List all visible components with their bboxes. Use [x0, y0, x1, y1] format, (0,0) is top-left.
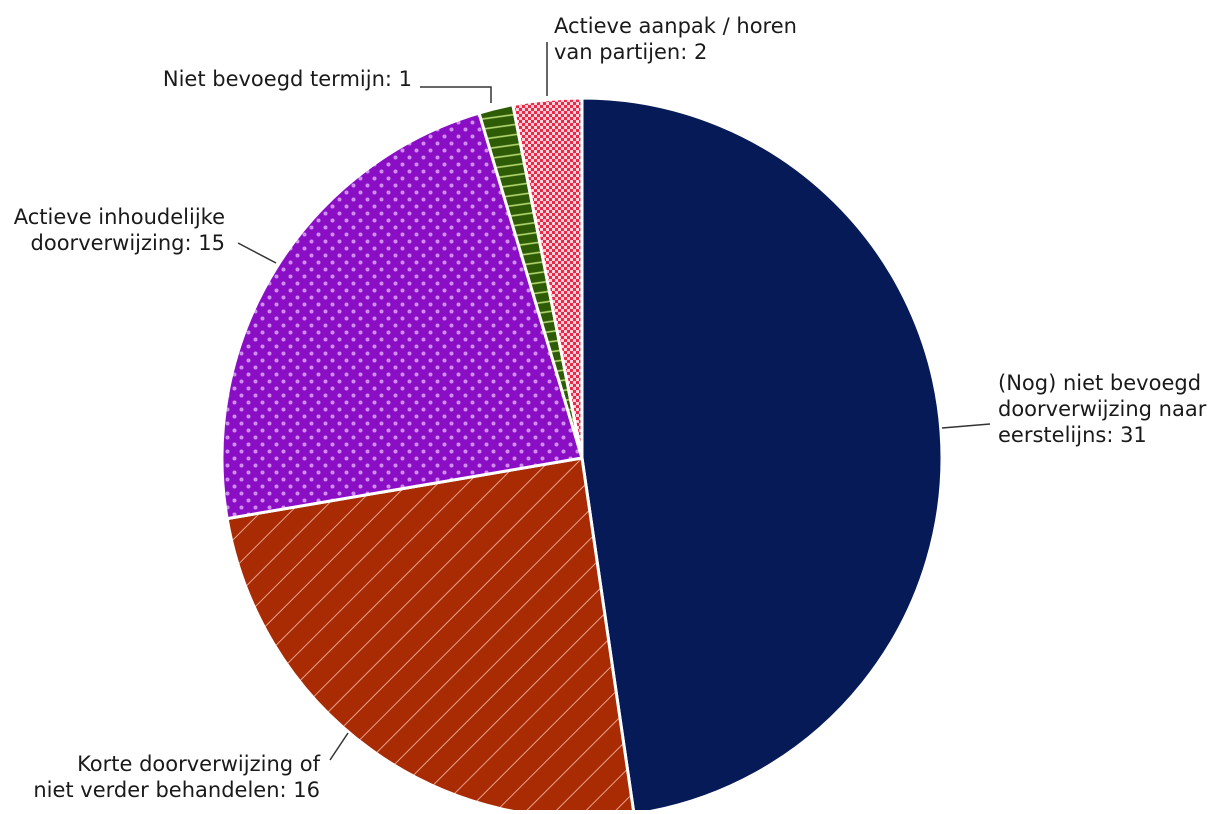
slice-label-line: Niet bevoegd termijn: 1 — [163, 67, 412, 91]
slice-label-niet-bevoegd-termijn: Niet bevoegd termijn: 1 — [163, 67, 412, 91]
pie-slice-nog-niet-bevoegd — [580, 96, 944, 814]
leader-line-nog-niet-bevoegd — [941, 423, 991, 429]
slice-label-line: doorverwijzing naar — [998, 397, 1207, 421]
pie-labels: (Nog) niet bevoegd doorverwijzing naar eer… — [14, 14, 1207, 802]
slice-label-actieve-aanpak: Actieve aanpak / horen van partijen: 2 — [554, 14, 797, 64]
slice-label-korte-doorverwijzing: Korte doorverwijzing of niet verder behan… — [33, 752, 320, 802]
slice-label-line: niet verder behandelen: 16 — [33, 778, 320, 802]
slice-label-line: Actieve aanpak / horen — [554, 14, 797, 38]
pie-slice-korte-doorverwijzing — [225, 456, 636, 814]
slice-label-line: van partijen: 2 — [554, 40, 707, 64]
slice-label-line: Korte doorverwijzing of — [77, 752, 321, 776]
pie-slice-actieve-inhoudelijke — [220, 111, 584, 521]
slice-label-actieve-inhoudelijke: Actieve inhoudelijke doorverwijzing: 15 — [14, 205, 225, 255]
slice-label-line: eerstelijns: 31 — [998, 423, 1147, 447]
slice-label-line: Actieve inhoudelijke — [14, 205, 225, 229]
slice-label-line: (Nog) niet bevoegd — [998, 371, 1201, 395]
pie-leader-lines — [237, 42, 991, 761]
pie-slices — [220, 96, 944, 814]
leader-line-korte-doorverwijzing — [329, 732, 349, 761]
leader-line-niet-bevoegd-termijn — [420, 86, 492, 103]
leader-line-actieve-inhoudelijke — [237, 242, 277, 264]
slice-label-nog-niet-bevoegd: (Nog) niet bevoegd doorverwijzing naar eer… — [998, 371, 1207, 447]
slice-label-line: doorverwijzing: 15 — [31, 231, 225, 255]
pie-slice-actieve-aanpak — [511, 96, 584, 460]
